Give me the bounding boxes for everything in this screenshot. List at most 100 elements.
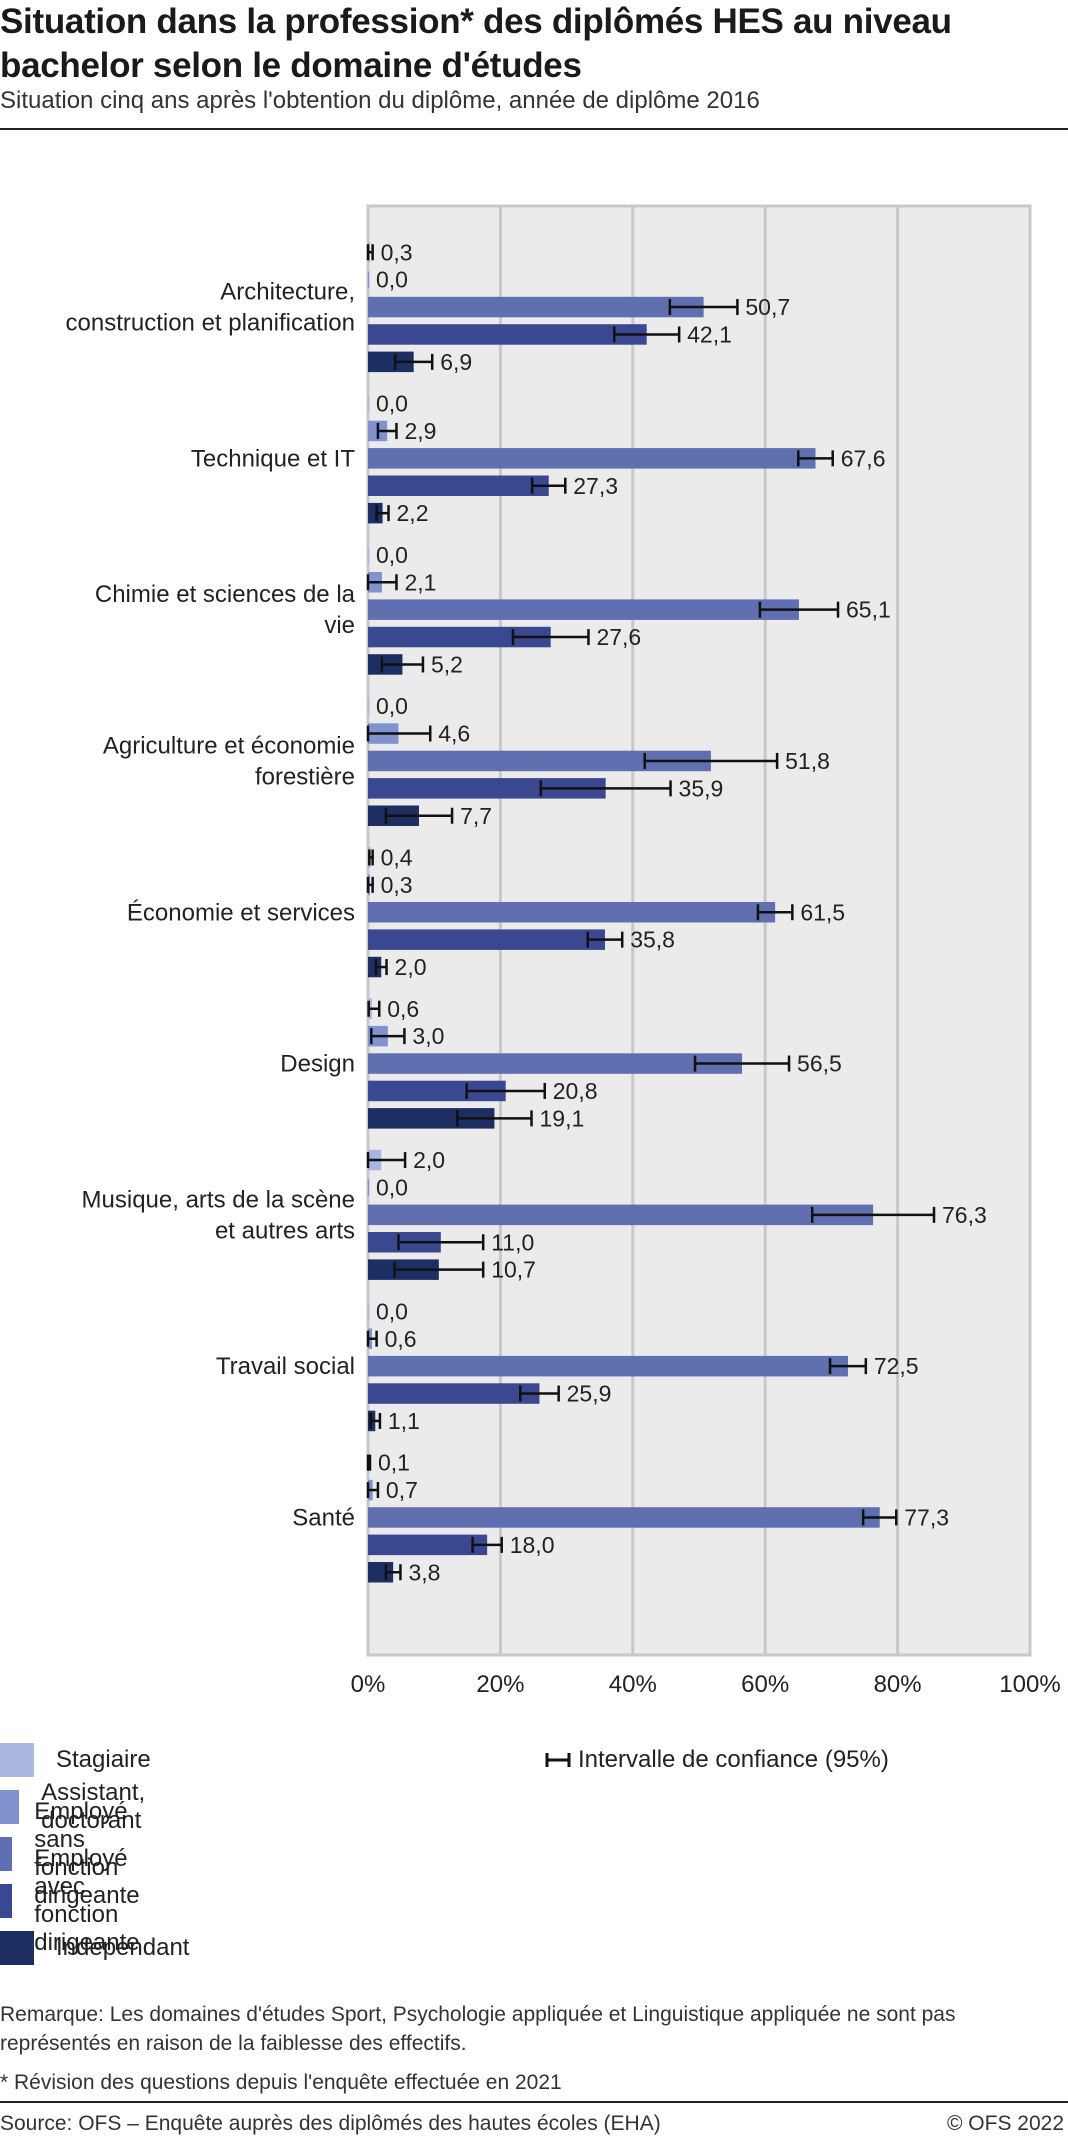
data-label: 0,3	[381, 239, 413, 265]
data-label: 18,0	[510, 1532, 555, 1558]
legend-label: Indépendant	[56, 1934, 190, 1961]
legend-swatch	[0, 1931, 34, 1965]
data-label: 3,0	[412, 1023, 444, 1049]
data-label: 2,0	[413, 1147, 445, 1173]
data-label: 0,1	[378, 1450, 410, 1476]
data-label: 61,5	[800, 899, 845, 925]
bar	[368, 1355, 848, 1377]
data-label: 65,1	[846, 597, 891, 623]
x-tick-label: 0%	[351, 1671, 386, 1698]
legend-label: Intervalle de confiance (95%)	[578, 1746, 889, 1773]
data-label: 10,7	[491, 1257, 536, 1283]
data-label: 2,2	[397, 500, 429, 526]
footer: Source: OFS – Enquête auprès des diplômé…	[0, 2112, 1068, 2136]
data-label: 2,1	[404, 569, 436, 595]
category-label: Chimie et sciences de la	[95, 581, 356, 608]
data-label: 0,6	[385, 1326, 417, 1352]
data-label: 0,0	[376, 1174, 408, 1200]
bar	[368, 902, 776, 923]
category-label: forestière	[255, 763, 355, 790]
category-label: Économie et services	[127, 899, 355, 926]
footer-divider	[0, 2101, 1068, 2103]
category-label: Agriculture et économie	[103, 732, 355, 759]
data-label: 0,0	[376, 542, 408, 568]
data-label: 0,0	[376, 1298, 408, 1324]
data-label: 1,1	[388, 1408, 420, 1434]
data-label: 76,3	[942, 1202, 987, 1228]
bar	[368, 1507, 880, 1528]
bar	[368, 448, 816, 469]
data-label: 0,3	[381, 872, 413, 898]
bar-chart: 0% 20% 40% 60% 80% 100% Architecture, construct…	[66, 204, 1061, 1698]
data-label: 19,1	[540, 1105, 585, 1131]
legend-item-independant: Indépendant	[0, 1928, 189, 1968]
source-text: Source: OFS – Enquête auprès des diplômé…	[0, 2112, 661, 2135]
data-label: 27,6	[596, 624, 641, 650]
x-tick-label: 80%	[874, 1671, 922, 1698]
data-label: 77,3	[904, 1504, 949, 1530]
bar	[368, 296, 704, 318]
data-label: 20,8	[553, 1078, 598, 1104]
data-label: 0,7	[386, 1477, 418, 1503]
data-label: 0,0	[376, 267, 408, 293]
data-label: 0,4	[381, 844, 413, 870]
data-label: 0,0	[376, 693, 408, 719]
data-label: 50,7	[745, 294, 790, 320]
data-label: 11,0	[491, 1229, 534, 1255]
bar	[368, 1053, 743, 1074]
remark-note: Remarque: Les domaines d'études Sport, P…	[0, 2003, 956, 2055]
category-label: Santé	[292, 1504, 355, 1531]
bar	[368, 599, 799, 620]
data-label: 2,0	[395, 954, 427, 980]
legend-swatch	[0, 1743, 34, 1777]
category-label: Travail social	[216, 1353, 355, 1380]
x-tick-label: 40%	[609, 1671, 657, 1698]
data-label: 42,1	[687, 321, 732, 347]
error-bar-icon	[545, 1753, 571, 1767]
data-label: 7,7	[460, 803, 492, 829]
data-label: 4,6	[438, 721, 470, 747]
bar	[368, 778, 606, 799]
bar	[368, 1383, 540, 1404]
data-label: 35,8	[630, 927, 675, 953]
bar	[368, 324, 647, 345]
data-label: 72,5	[874, 1353, 919, 1379]
bar	[368, 502, 383, 524]
data-label: 67,6	[841, 445, 886, 471]
legend-item-stagiaire: Stagiaire	[0, 1740, 151, 1780]
bar	[368, 626, 551, 648]
data-label: 35,9	[679, 775, 724, 801]
x-tick-label: 100%	[999, 1671, 1060, 1698]
data-label: 3,8	[408, 1559, 440, 1585]
bar	[368, 929, 605, 950]
legend-item-assistant: Assistant, doctorant	[0, 1779, 160, 1834]
data-label: 2,9	[404, 418, 436, 444]
data-label: 5,2	[431, 651, 463, 677]
legend-item-confidence-interval: Intervalle de confiance (95%)	[544, 1740, 889, 1780]
legend-item-employe-avec: Employé avec fonction dirigeante	[0, 1845, 161, 1956]
data-label: 51,8	[785, 748, 830, 774]
data-label: 27,3	[573, 473, 618, 499]
legend-label: Employé sans fonction dirigeante	[34, 1798, 140, 1909]
data-label: 56,5	[797, 1051, 842, 1077]
legend-item-employe-sans: Employé sans fonction dirigeante	[0, 1798, 161, 1909]
bar	[368, 351, 414, 373]
legend-label: Stagiaire	[56, 1746, 151, 1773]
legend-swatch	[0, 1837, 13, 1871]
category-label: Musique, arts de la scène	[82, 1186, 355, 1213]
bar	[368, 1534, 488, 1556]
bar	[368, 1108, 495, 1129]
x-tick-label: 20%	[476, 1671, 524, 1698]
category-label: construction et planification	[66, 310, 356, 337]
category-label: Technique et IT	[191, 445, 355, 472]
x-tick-label: 60%	[741, 1671, 789, 1698]
data-label: 0,0	[376, 391, 408, 417]
chart-title: Situation dans la profession* des diplôm…	[0, 2, 952, 85]
chart-subtitle: Situation cinq ans après l'obtention du …	[0, 87, 760, 114]
bar	[368, 475, 549, 496]
category-label: Architecture,	[220, 279, 355, 306]
legend-swatch	[0, 1884, 13, 1918]
legend-label: Assistant, doctorant	[41, 1779, 146, 1834]
legend-label: Employé avec fonction dirigeante	[34, 1845, 140, 1956]
category-label: Design	[280, 1051, 355, 1078]
